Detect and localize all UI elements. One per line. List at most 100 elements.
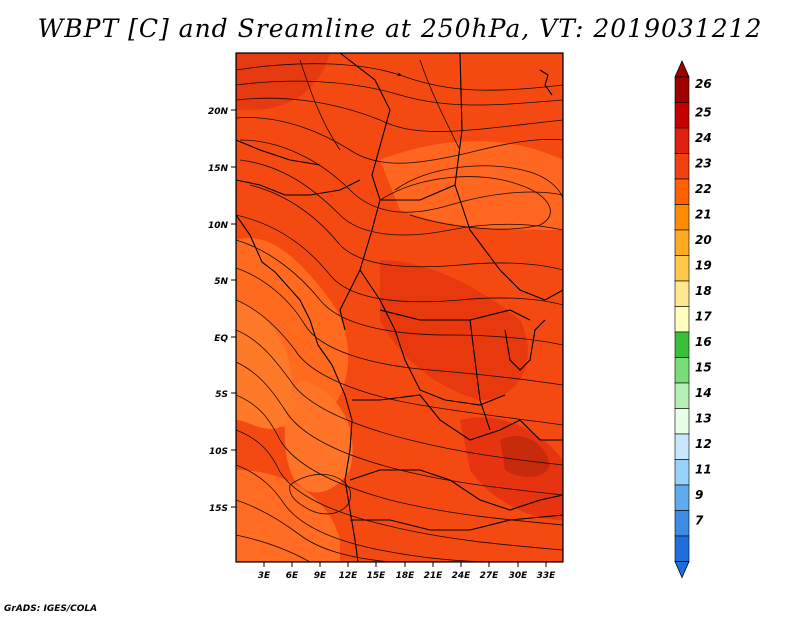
lake-outline — [504, 319, 546, 371]
lon-tick-label: 9E — [314, 571, 327, 581]
colorbar-level-label: 19 — [695, 259, 712, 273]
lat-tick-label: 15S — [209, 504, 228, 514]
coastline — [236, 214, 359, 562]
grads-credit: GrADS: IGES/COLA — [4, 604, 98, 614]
streamline — [236, 299, 563, 426]
lat-tick-label: 10S — [209, 447, 228, 457]
warm-patch — [236, 300, 293, 429]
colorbar-level-label: 17 — [695, 310, 712, 324]
border — [359, 269, 506, 406]
lat-tick-label: 5S — [215, 390, 228, 400]
lon-tick-label: 30E — [509, 571, 529, 581]
streamline — [236, 329, 563, 466]
colorbar-swatch — [674, 510, 690, 537]
colorbar-swatch — [674, 102, 690, 129]
borders — [236, 53, 563, 562]
colorbar-swatch — [674, 535, 690, 562]
streamline — [299, 59, 341, 151]
colorbar-level-label: 7 — [695, 514, 704, 528]
colorbar-level-label: 21 — [695, 208, 712, 222]
lat-tick-label: 15N — [208, 164, 229, 174]
colorbar-swatch — [674, 382, 690, 409]
colorbar-swatch — [674, 408, 690, 435]
colorbar-swatch — [674, 153, 690, 180]
streamline — [239, 159, 563, 236]
streamline — [236, 97, 563, 132]
streamline — [236, 267, 563, 386]
colorbar-level-label: 20 — [695, 233, 712, 247]
colorbar-swatch — [674, 204, 690, 231]
lon-tick-label: 12E — [339, 571, 359, 581]
streamline — [236, 499, 391, 562]
streamline — [379, 176, 551, 230]
colorbar-level-label: 24 — [695, 131, 712, 145]
streamline — [289, 473, 352, 515]
streamline — [236, 117, 563, 164]
lat-tick-label: 10N — [208, 221, 229, 231]
colorbar-level-label: 23 — [695, 157, 712, 171]
streamline — [236, 534, 311, 562]
lon-axis: 3E 6E 9E 12E 15E 18E 21E 24E 27E 30E 33E — [258, 562, 556, 581]
lon-tick-label: 3E — [258, 571, 271, 581]
streamline — [236, 80, 563, 106]
streamlines — [236, 59, 563, 562]
streamline — [236, 464, 501, 562]
warm-patch — [236, 470, 340, 562]
border — [350, 514, 563, 531]
coastline — [539, 69, 553, 96]
streamline — [236, 63, 563, 91]
colorbar-swatch — [674, 255, 690, 282]
cool-patch — [380, 260, 528, 400]
lon-tick-label: 6E — [286, 571, 299, 581]
colorbar-level-label: 15 — [695, 361, 712, 375]
colorbar-swatch — [674, 459, 690, 486]
colorbar-level-label: 12 — [695, 437, 712, 451]
colorbar-swatch — [674, 306, 690, 333]
colorbar-level-label: 25 — [695, 106, 712, 120]
colorbar-level-label: 22 — [695, 182, 712, 196]
border — [469, 319, 491, 431]
colorbar-level-label: 16 — [695, 335, 712, 349]
map-panel — [236, 53, 563, 562]
border — [352, 394, 563, 441]
colorbar-bottom-arrow — [674, 561, 690, 579]
cool-patch — [500, 436, 550, 477]
border — [339, 53, 391, 331]
lon-tick-label: 21E — [424, 571, 444, 581]
warm-patch — [380, 141, 563, 230]
colorbar-level-label: 9 — [695, 488, 703, 502]
colorbar-swatch — [674, 357, 690, 384]
colorbar-swatch — [674, 433, 690, 460]
colorbar-swatch — [674, 229, 690, 256]
colorbar-swatch — [674, 76, 690, 103]
lat-tick-label: EQ — [214, 334, 228, 344]
lon-tick-label: 33E — [537, 571, 557, 581]
streamline — [236, 239, 563, 346]
colorbar-level-label: 14 — [695, 386, 712, 400]
streamline — [419, 59, 461, 151]
border — [236, 139, 321, 166]
lat-tick-label: 5N — [214, 277, 228, 287]
lon-tick-label: 18E — [396, 571, 416, 581]
colorbar-swatch — [674, 331, 690, 358]
lat-tick-label: 20N — [208, 107, 229, 117]
colorbar-top-arrow — [674, 60, 690, 78]
border — [236, 179, 361, 196]
lon-tick-label: 24E — [452, 571, 472, 581]
colorbar-level-label: 26 — [695, 77, 712, 91]
border — [349, 469, 563, 511]
warm-patch — [284, 380, 353, 493]
streamline — [249, 184, 563, 271]
streamline — [236, 214, 563, 306]
colorbar-level-label: 11 — [695, 463, 712, 477]
colorbar-level-label: 13 — [695, 412, 712, 426]
streamline — [236, 429, 563, 551]
colorbar-swatch — [674, 127, 690, 154]
lon-tick-label: 15E — [367, 571, 387, 581]
colorbar-swatch — [674, 484, 690, 511]
border — [454, 184, 563, 301]
streamline — [236, 361, 563, 496]
colorbar-swatch — [674, 178, 690, 205]
streamline — [239, 139, 563, 213]
